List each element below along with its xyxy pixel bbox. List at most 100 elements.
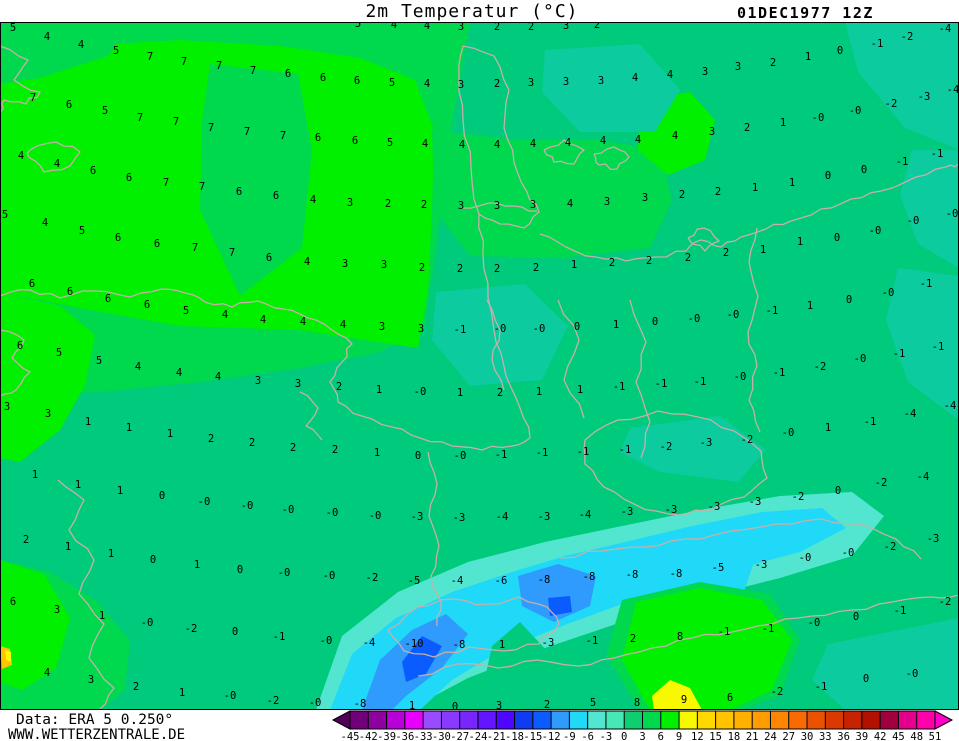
temperature-band-region [5, 650, 11, 662]
temperature-value-label: 1 [64, 540, 72, 553]
temperature-value-label: -0 [848, 104, 862, 117]
temperature-value-label: 7 [180, 55, 188, 68]
temperature-value-label: 1 [84, 415, 92, 428]
temperature-value-label: 6 [319, 71, 327, 84]
temperature-value-label: 3 [457, 199, 465, 212]
temperature-value-label: 4 [566, 197, 574, 210]
temperature-value-label: 4 [423, 22, 431, 32]
temperature-value-label: -1 [654, 377, 668, 390]
temperature-value-label: 3 [734, 60, 742, 73]
temperature-value-label: -4 [916, 470, 930, 483]
temperature-value-label: 4 [175, 366, 183, 379]
temperature-value-label: -2 [365, 571, 379, 584]
temperature-value-label: -0 [733, 370, 747, 383]
temperature-value-label: 2 [456, 262, 464, 275]
temperature-value-label: -0 [140, 616, 154, 629]
temperature-value-label: -1 [893, 604, 907, 617]
temperature-value-label: 4 [671, 129, 679, 142]
scale-tick-label: -36 [395, 731, 414, 741]
website-label: WWW.WETTERZENTRALE.DE [8, 727, 186, 741]
color-scale-legend: -45 -42 -39 -36 -33 -30 -27 -24 -21 -18 -15 -12 -9 -6… [331, 710, 954, 741]
country-border-line [559, 518, 922, 560]
temperature-value-label: 6 [143, 298, 151, 311]
temperature-value-label: 7 [136, 111, 144, 124]
temperature-band-region [0, 292, 95, 462]
scale-tick-label: 36 [837, 731, 850, 741]
temperature-value-label: -3 [707, 500, 721, 513]
temperature-value-label: 3 [87, 673, 95, 686]
temperature-value-label: 0 [573, 320, 581, 333]
temperature-value-label: -4 [450, 574, 464, 587]
temperature-value-label: 0 [834, 484, 842, 497]
temperature-value-label: -0 [308, 696, 322, 709]
temperature-value-label: 1 [796, 235, 804, 248]
temperature-value-label: 0 [860, 163, 868, 176]
temperature-value-label: 7 [207, 121, 215, 134]
temperature-value-label: 4 [41, 216, 49, 229]
temperature-value-label: -1 [453, 323, 467, 336]
temperature-value-label: 0 [852, 610, 860, 623]
temperature-value-label: -0 [781, 426, 795, 439]
scale-segment [386, 711, 406, 729]
temperature-value-label: 6 [265, 251, 273, 264]
temperature-value-label: -2 [659, 440, 673, 453]
temperature-value-label: 6 [16, 339, 24, 352]
temperature-value-label: 1 [759, 243, 767, 256]
temperature-value-label: 7 [146, 50, 154, 63]
temperature-value-label: 4 [53, 157, 61, 170]
temperature-value-label: 4 [634, 133, 642, 146]
temperature-value-label: 4 [493, 138, 501, 151]
country-border-line [593, 146, 630, 171]
temperature-value-label: 2 [608, 256, 616, 269]
temperature-value-label: 4 [339, 318, 347, 331]
temperature-value-label: 1 [576, 383, 584, 396]
temperature-value-label: 2 [493, 77, 501, 90]
temperature-value-label: 7 [215, 59, 223, 72]
temperature-value-label: 6 [353, 74, 361, 87]
temperature-band-region [886, 268, 959, 420]
scale-tick-label: -39 [377, 731, 396, 741]
temperature-band-region [812, 618, 959, 710]
temperature-value-label: 2 [629, 632, 637, 645]
temperature-value-label: -4 [903, 407, 917, 420]
temperature-value-label: -0 [853, 352, 867, 365]
temperature-band-region [652, 680, 702, 710]
temperature-value-label: -0 [325, 506, 339, 519]
temperature-value-label: -0 [532, 322, 546, 335]
temperature-value-label: 4 [599, 134, 607, 147]
temperature-value-label: -1 [535, 446, 549, 459]
temperature-value-label: 0 [836, 44, 844, 57]
temperature-value-label: -1 [761, 622, 775, 635]
scale-segment [752, 711, 771, 729]
scale-right-arrow [934, 710, 954, 730]
temperature-value-label: 0 [236, 563, 244, 576]
temperature-value-label: 0 [149, 553, 157, 566]
temperature-value-label: 8 [633, 696, 641, 709]
scale-segment [514, 711, 534, 729]
temperature-value-label: 1 [98, 609, 106, 622]
scale-tick-label: 9 [676, 731, 682, 741]
temperature-value-label: 3 [457, 78, 465, 91]
temperature-value-label: 0 [651, 315, 659, 328]
temperature-value-label: 2 [769, 56, 777, 69]
scale-segment [733, 711, 753, 729]
temperature-value-label: 2 [248, 436, 256, 449]
scale-tick-label: -42 [359, 731, 378, 741]
temperature-value-label: 4 [214, 370, 222, 383]
scale-tick-label: 39 [856, 731, 869, 741]
temperature-value-label: 2 [420, 198, 428, 211]
temperature-value-label: -4 [578, 508, 592, 521]
temperature-band-region [622, 588, 792, 710]
country-border-line [543, 139, 585, 165]
temperature-value-label: 4 [529, 137, 537, 150]
temperature-value-label: -8 [353, 697, 367, 710]
country-border-line [557, 299, 585, 419]
temperature-value-label: -1 [765, 304, 779, 317]
country-border-line [0, 329, 31, 397]
temperature-value-label: 7 [249, 64, 257, 77]
temperature-value-label: 6 [9, 595, 17, 608]
temperature-value-label: 6 [284, 67, 292, 80]
scale-segment [605, 711, 625, 729]
country-border-line [747, 227, 761, 433]
temperature-value-label: 2 [493, 22, 501, 33]
